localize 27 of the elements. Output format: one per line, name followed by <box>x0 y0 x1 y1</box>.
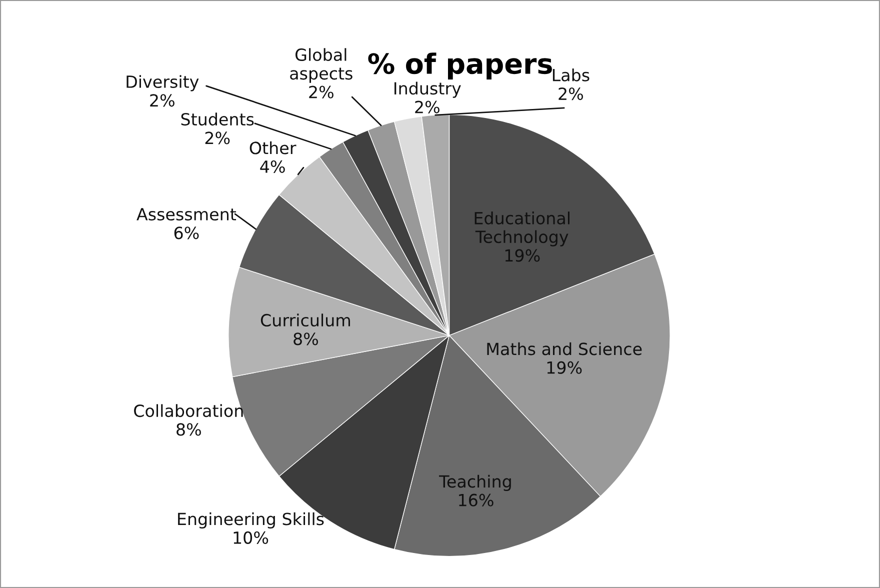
data-label: 19% <box>547 361 582 374</box>
slice-label: Other <box>250 141 296 154</box>
slice-label: Maths and Science <box>487 342 642 356</box>
slice-label: Diversity <box>126 75 199 92</box>
slice-label: Labs <box>552 68 590 82</box>
chart-title: % of papers <box>368 52 552 80</box>
data-label: 2% <box>415 100 440 114</box>
data-label: 2% <box>205 132 230 144</box>
data-label: 16% <box>459 494 494 506</box>
slice-label: Collaboration <box>134 404 243 418</box>
data-label: 2% <box>150 94 174 107</box>
data-label: 4% <box>260 160 285 173</box>
data-label: 2% <box>558 87 583 100</box>
slice-label: Teaching <box>439 474 511 491</box>
data-label: 8% <box>176 423 201 436</box>
slice-label: Global aspects <box>290 48 352 83</box>
slice-label: Industry <box>394 82 461 98</box>
slice-label: Students <box>181 112 254 126</box>
data-label: 8% <box>294 332 318 346</box>
slice-label: Curriculum <box>260 314 350 327</box>
data-label: 2% <box>309 86 334 98</box>
slice-label: Engineering Skills <box>178 512 324 529</box>
data-label: 6% <box>174 226 199 240</box>
slice-label: Assessment <box>136 208 236 221</box>
slice-label: Educational Technology <box>474 212 570 246</box>
data-label: 10% <box>234 531 268 544</box>
data-label: 19% <box>505 249 540 262</box>
